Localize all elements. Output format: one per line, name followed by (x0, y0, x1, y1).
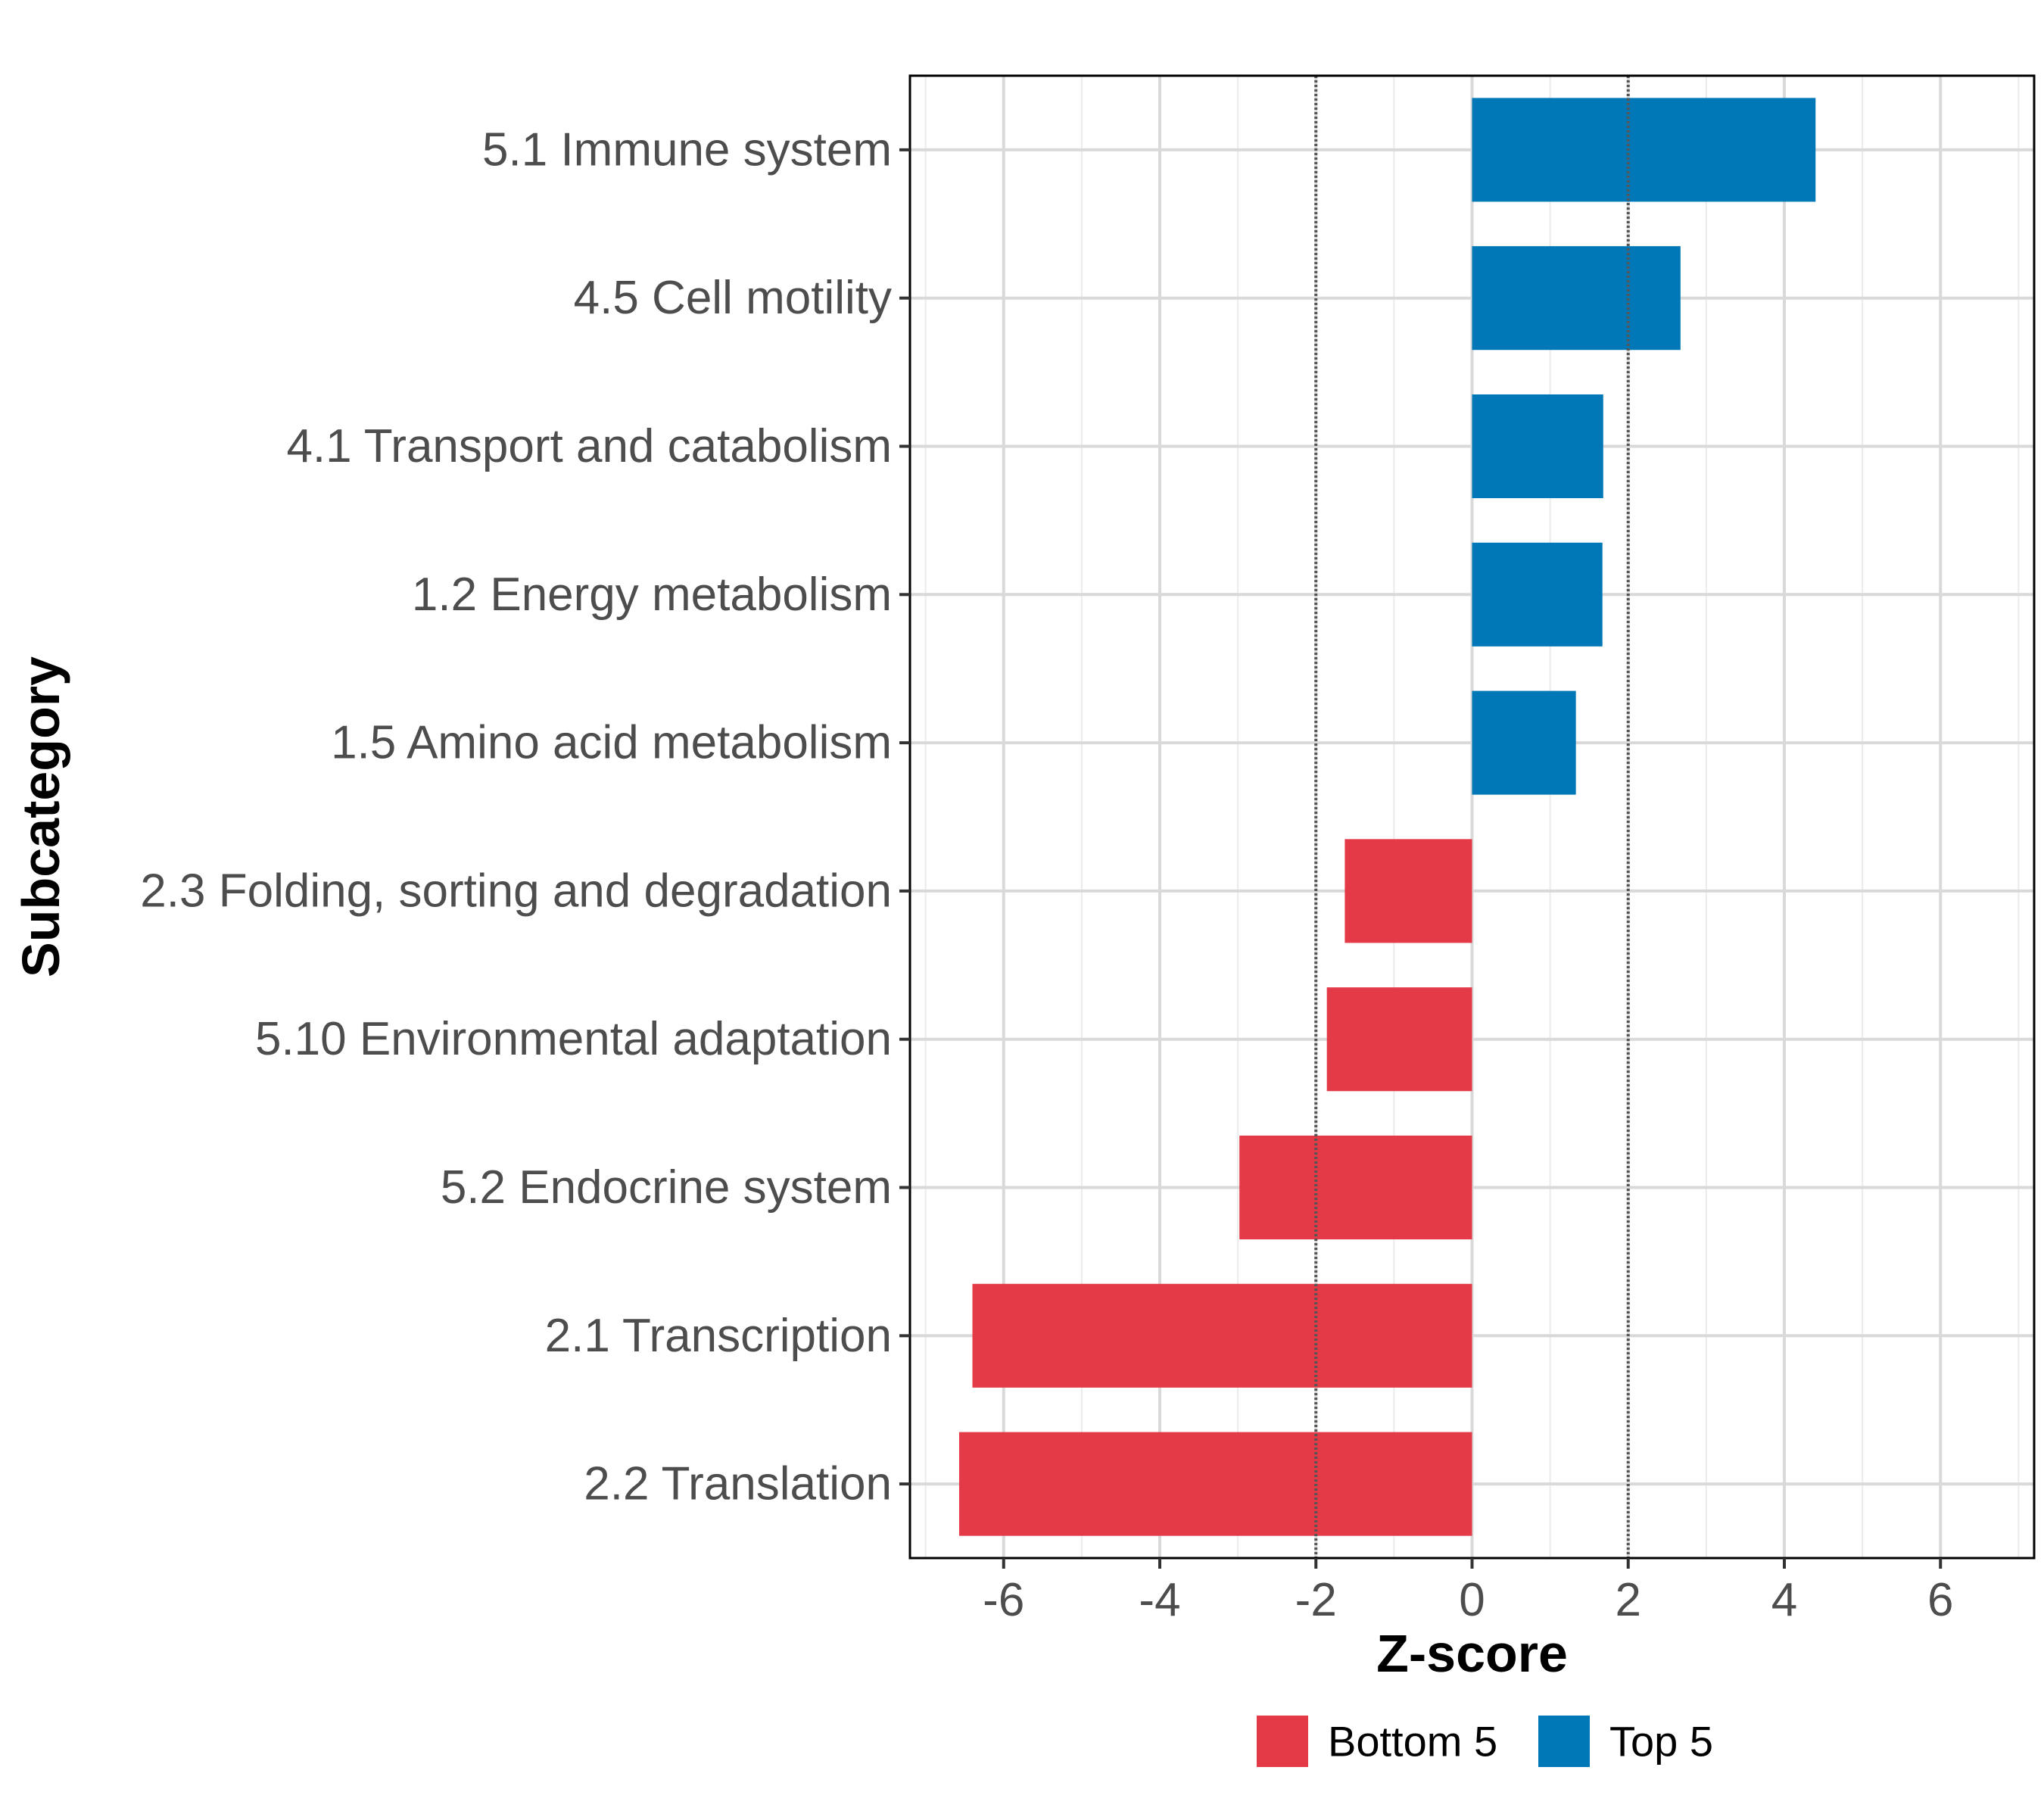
x-tick-label: -2 (1295, 1574, 1337, 1626)
y-tick-label: 1.5 Amino acid metabolism (331, 717, 892, 769)
y-tick-label: 1.2 Energy metabolism (412, 569, 892, 621)
y-tick-label: 2.2 Translation (584, 1458, 892, 1510)
bar[interactable] (1472, 542, 1603, 647)
x-tick-label: 4 (1771, 1574, 1797, 1626)
x-tick-label: 0 (1459, 1574, 1485, 1626)
y-tick-label: 5.1 Immune system (482, 123, 892, 176)
y-axis-title: Subcategory (11, 656, 70, 977)
legend-swatch-bottom-5 (1257, 1716, 1308, 1767)
bar[interactable] (1344, 839, 1472, 943)
x-tick-label: 2 (1616, 1574, 1641, 1626)
bar[interactable] (958, 1432, 1472, 1536)
bar[interactable] (1472, 246, 1681, 351)
y-tick-label: 4.1 Transport and catabolism (286, 420, 892, 472)
x-tick-label: 6 (1927, 1574, 1953, 1626)
y-tick-label: 5.10 Environmental adaptation (255, 1013, 892, 1065)
y-tick-label: 5.2 Endocrine system (441, 1161, 892, 1214)
x-tick-label: -6 (983, 1574, 1024, 1626)
x-tick-label: -4 (1139, 1574, 1180, 1626)
legend-label: Top 5 (1609, 1718, 1713, 1766)
bar[interactable] (1326, 987, 1472, 1092)
legend-label: Bottom 5 (1328, 1718, 1497, 1766)
y-tick-label: 4.5 Cell motility (574, 272, 892, 324)
y-tick-label: 2.3 Folding, sorting and degradation (140, 865, 892, 917)
bar[interactable] (1472, 394, 1603, 499)
bar[interactable] (1239, 1135, 1472, 1240)
bar[interactable] (1472, 98, 1816, 202)
bar[interactable] (972, 1283, 1472, 1388)
x-axis-title: Z-score (1376, 1624, 1568, 1683)
bar[interactable] (1472, 690, 1576, 795)
legend-swatch-top-5 (1538, 1716, 1590, 1767)
y-tick-label: 2.1 Transcription (545, 1310, 892, 1362)
